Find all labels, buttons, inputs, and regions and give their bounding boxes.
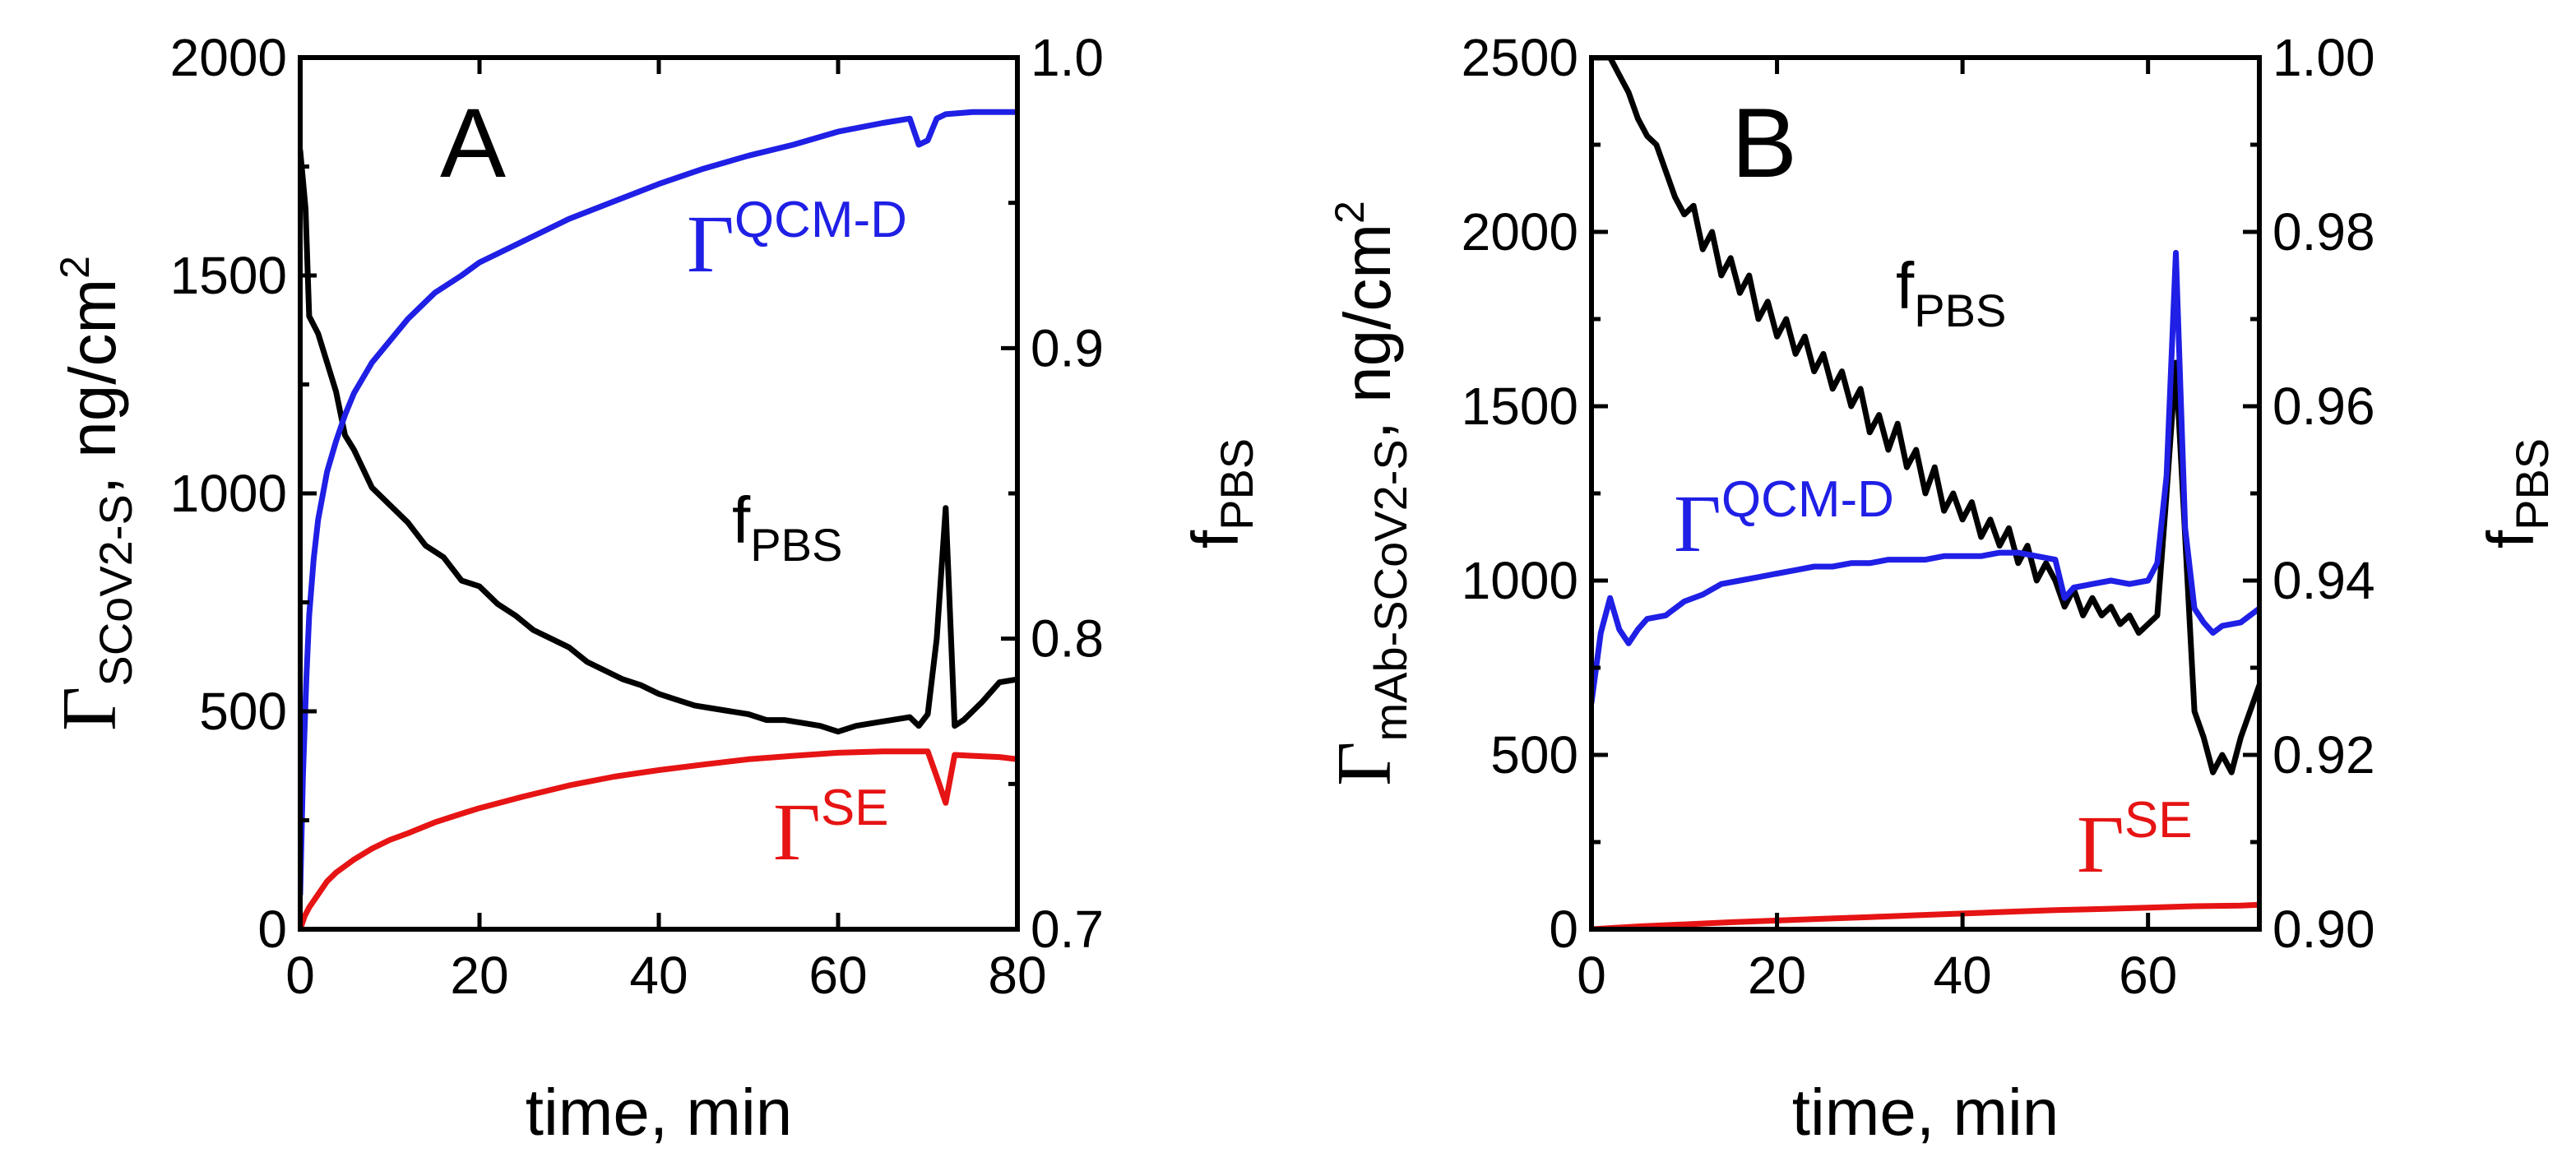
panel-a-y-left-subscript: SCoV2-S [90, 494, 141, 686]
panel-a-legend-qcmd-symbol: Γ [687, 198, 734, 289]
panel-a-legend-fpbs-main: f [732, 484, 751, 557]
panel-a-y-left-tick-label: 500 [199, 682, 287, 741]
panel-a-y-left-tick-label: 1500 [170, 246, 287, 305]
panel-a-legend-se: ΓSE [773, 780, 889, 877]
panel-b-legend-fpbs-sub: PBS [1914, 285, 2006, 336]
panel-a-y-left-tick-label: 2000 [170, 28, 287, 87]
panel-a-marks [300, 109, 1017, 929]
panel-b-y-right-tick-label: 0.96 [2273, 377, 2375, 436]
panel-b-label: B [1731, 88, 1797, 198]
panel-b-y-left-tick-label: 1500 [1462, 377, 1578, 436]
panel-a-y-right-tick-label: 0.7 [1031, 900, 1104, 959]
panel-b-x-tick-label: 20 [1748, 946, 1806, 1005]
panel-a-x-tick-label: 60 [808, 946, 867, 1005]
panel-b-y-right-tick-label: 1.00 [2273, 28, 2375, 87]
panel-b-series-qcm-d [1591, 249, 2259, 706]
panel-a-y-left-title: ΓSCoV2-S, ng/cm2 [47, 256, 141, 731]
panel-a-legend-fpbs: fPBS [732, 484, 842, 571]
panel-b-y-left-tick-label: 1000 [1462, 551, 1578, 610]
panel-a-ticks: 0 20 40 60 80 0 500 1000 1500 2000 0.7 0.8 0.9 1.0 [170, 28, 1104, 1005]
panel-a-y-left-unit: , ng/cm [56, 279, 129, 494]
panel-a-label: A [440, 88, 506, 198]
panel-a-legend-qcmd: ΓQCM-D [687, 192, 907, 289]
panel-b-x-tick-label: 0 [1577, 946, 1606, 1005]
panel-b-legend-qcmd-sup: QCM-D [1721, 471, 1894, 528]
panel-a-y-right-tick-label: 0.8 [1031, 609, 1104, 669]
panel-b-y-right-tick-label: 0.92 [2273, 725, 2375, 785]
panel-b-y-left-tick-label: 500 [1490, 725, 1578, 785]
panel-b-y-left-unit-sup: 2 [1327, 201, 1373, 224]
panel-b-legend-qcmd-symbol: Γ [1674, 478, 1721, 569]
panel-b-x-tick-label: 60 [2119, 946, 2177, 1005]
panel-a-legend-se-symbol: Γ [773, 786, 821, 877]
panel-a-legend-fpbs-sub: PBS [750, 519, 842, 571]
panel-b-series-se [1591, 901, 2259, 929]
panel-a-y-left-tick-label: 0 [257, 900, 287, 959]
panel-b-y-left-title: ΓmAb-SCoV2-S, ng/cm2 [1322, 201, 1416, 786]
panel-a-legend-se-sup: SE [821, 780, 889, 836]
panel-a-y-right-title: fPBS [1179, 438, 1263, 548]
panel-b-y-left-subscript: mAb-SCoV2-S [1364, 439, 1416, 741]
panel-a-series-fpbs [300, 147, 1017, 735]
panel-b-y-right-title: fPBS [2474, 438, 2558, 548]
panel-a-y-left-tick-label: 1000 [170, 464, 287, 523]
panel-b: 0 20 40 60 0 500 1000 1500 2000 2500 0.90 0.92 0.94 0… [1322, 28, 2558, 1149]
panel-a-series-se [300, 748, 1017, 929]
panel-b-legend-fpbs-main: f [1896, 249, 1915, 322]
panel-b-y-right-main: f [2474, 530, 2547, 548]
panel-b-ticks: 0 20 40 60 0 500 1000 1500 2000 2500 0.90 0.92 0.94 0… [1462, 28, 2375, 1005]
panel-a-x-tick-label: 40 [629, 946, 688, 1005]
panel-b-x-tick-label: 40 [1934, 946, 1992, 1005]
panel-a-x-axis-title: time, min [526, 1076, 793, 1149]
panel-a-legend-qcmd-sup: QCM-D [734, 192, 907, 248]
panel-b-y-right-tick-label: 0.98 [2273, 202, 2375, 262]
panel-a-y-left-unit-sup: 2 [52, 256, 98, 279]
panel-b-y-right-subscript: PBS [2506, 438, 2558, 530]
panel-b-legend-se: ΓSE [2077, 792, 2193, 890]
panel-a-y-right-tick-label: 1.0 [1031, 28, 1104, 87]
panel-b-y-right-tick-label: 0.90 [2273, 900, 2375, 959]
panel-b-y-left-tick-label: 2000 [1462, 202, 1578, 262]
panel-a-y-right-main: f [1179, 530, 1252, 548]
panel-b-y-left-tick-label: 0 [1549, 900, 1578, 959]
panel-a-x-tick-label: 20 [450, 946, 508, 1005]
panel-b-y-left-symbol: Γ [1322, 742, 1407, 786]
panel-b-x-axis-title: time, min [1792, 1076, 2059, 1149]
panel-b-legend-se-sup: SE [2124, 792, 2193, 849]
panel-b-marks [1591, 58, 2259, 929]
panel-b-series-fpbs [1591, 58, 2259, 775]
panel-b-legend-qcmd: ΓQCM-D [1674, 471, 1894, 569]
panel-b-y-right-tick-label: 0.94 [2273, 551, 2375, 610]
panel-b-legend-se-symbol: Γ [2077, 798, 2124, 890]
panel-a-y-left-symbol: Γ [47, 687, 132, 731]
panel-a-x-tick-label: 80 [988, 946, 1046, 1005]
panel-a-y-right-tick-label: 0.9 [1031, 318, 1104, 377]
panel-a-series-qcm-d [300, 109, 1017, 898]
panel-a-x-tick-label: 0 [285, 946, 315, 1005]
panel-b-y-left-unit: , ng/cm [1331, 224, 1404, 439]
panel-b-y-left-tick-label: 2500 [1462, 28, 1578, 87]
panel-a-y-right-subscript: PBS [1211, 438, 1263, 530]
panel-b-legend-fpbs: fPBS [1896, 249, 2006, 336]
panel-a-plot-frame [298, 55, 1020, 932]
